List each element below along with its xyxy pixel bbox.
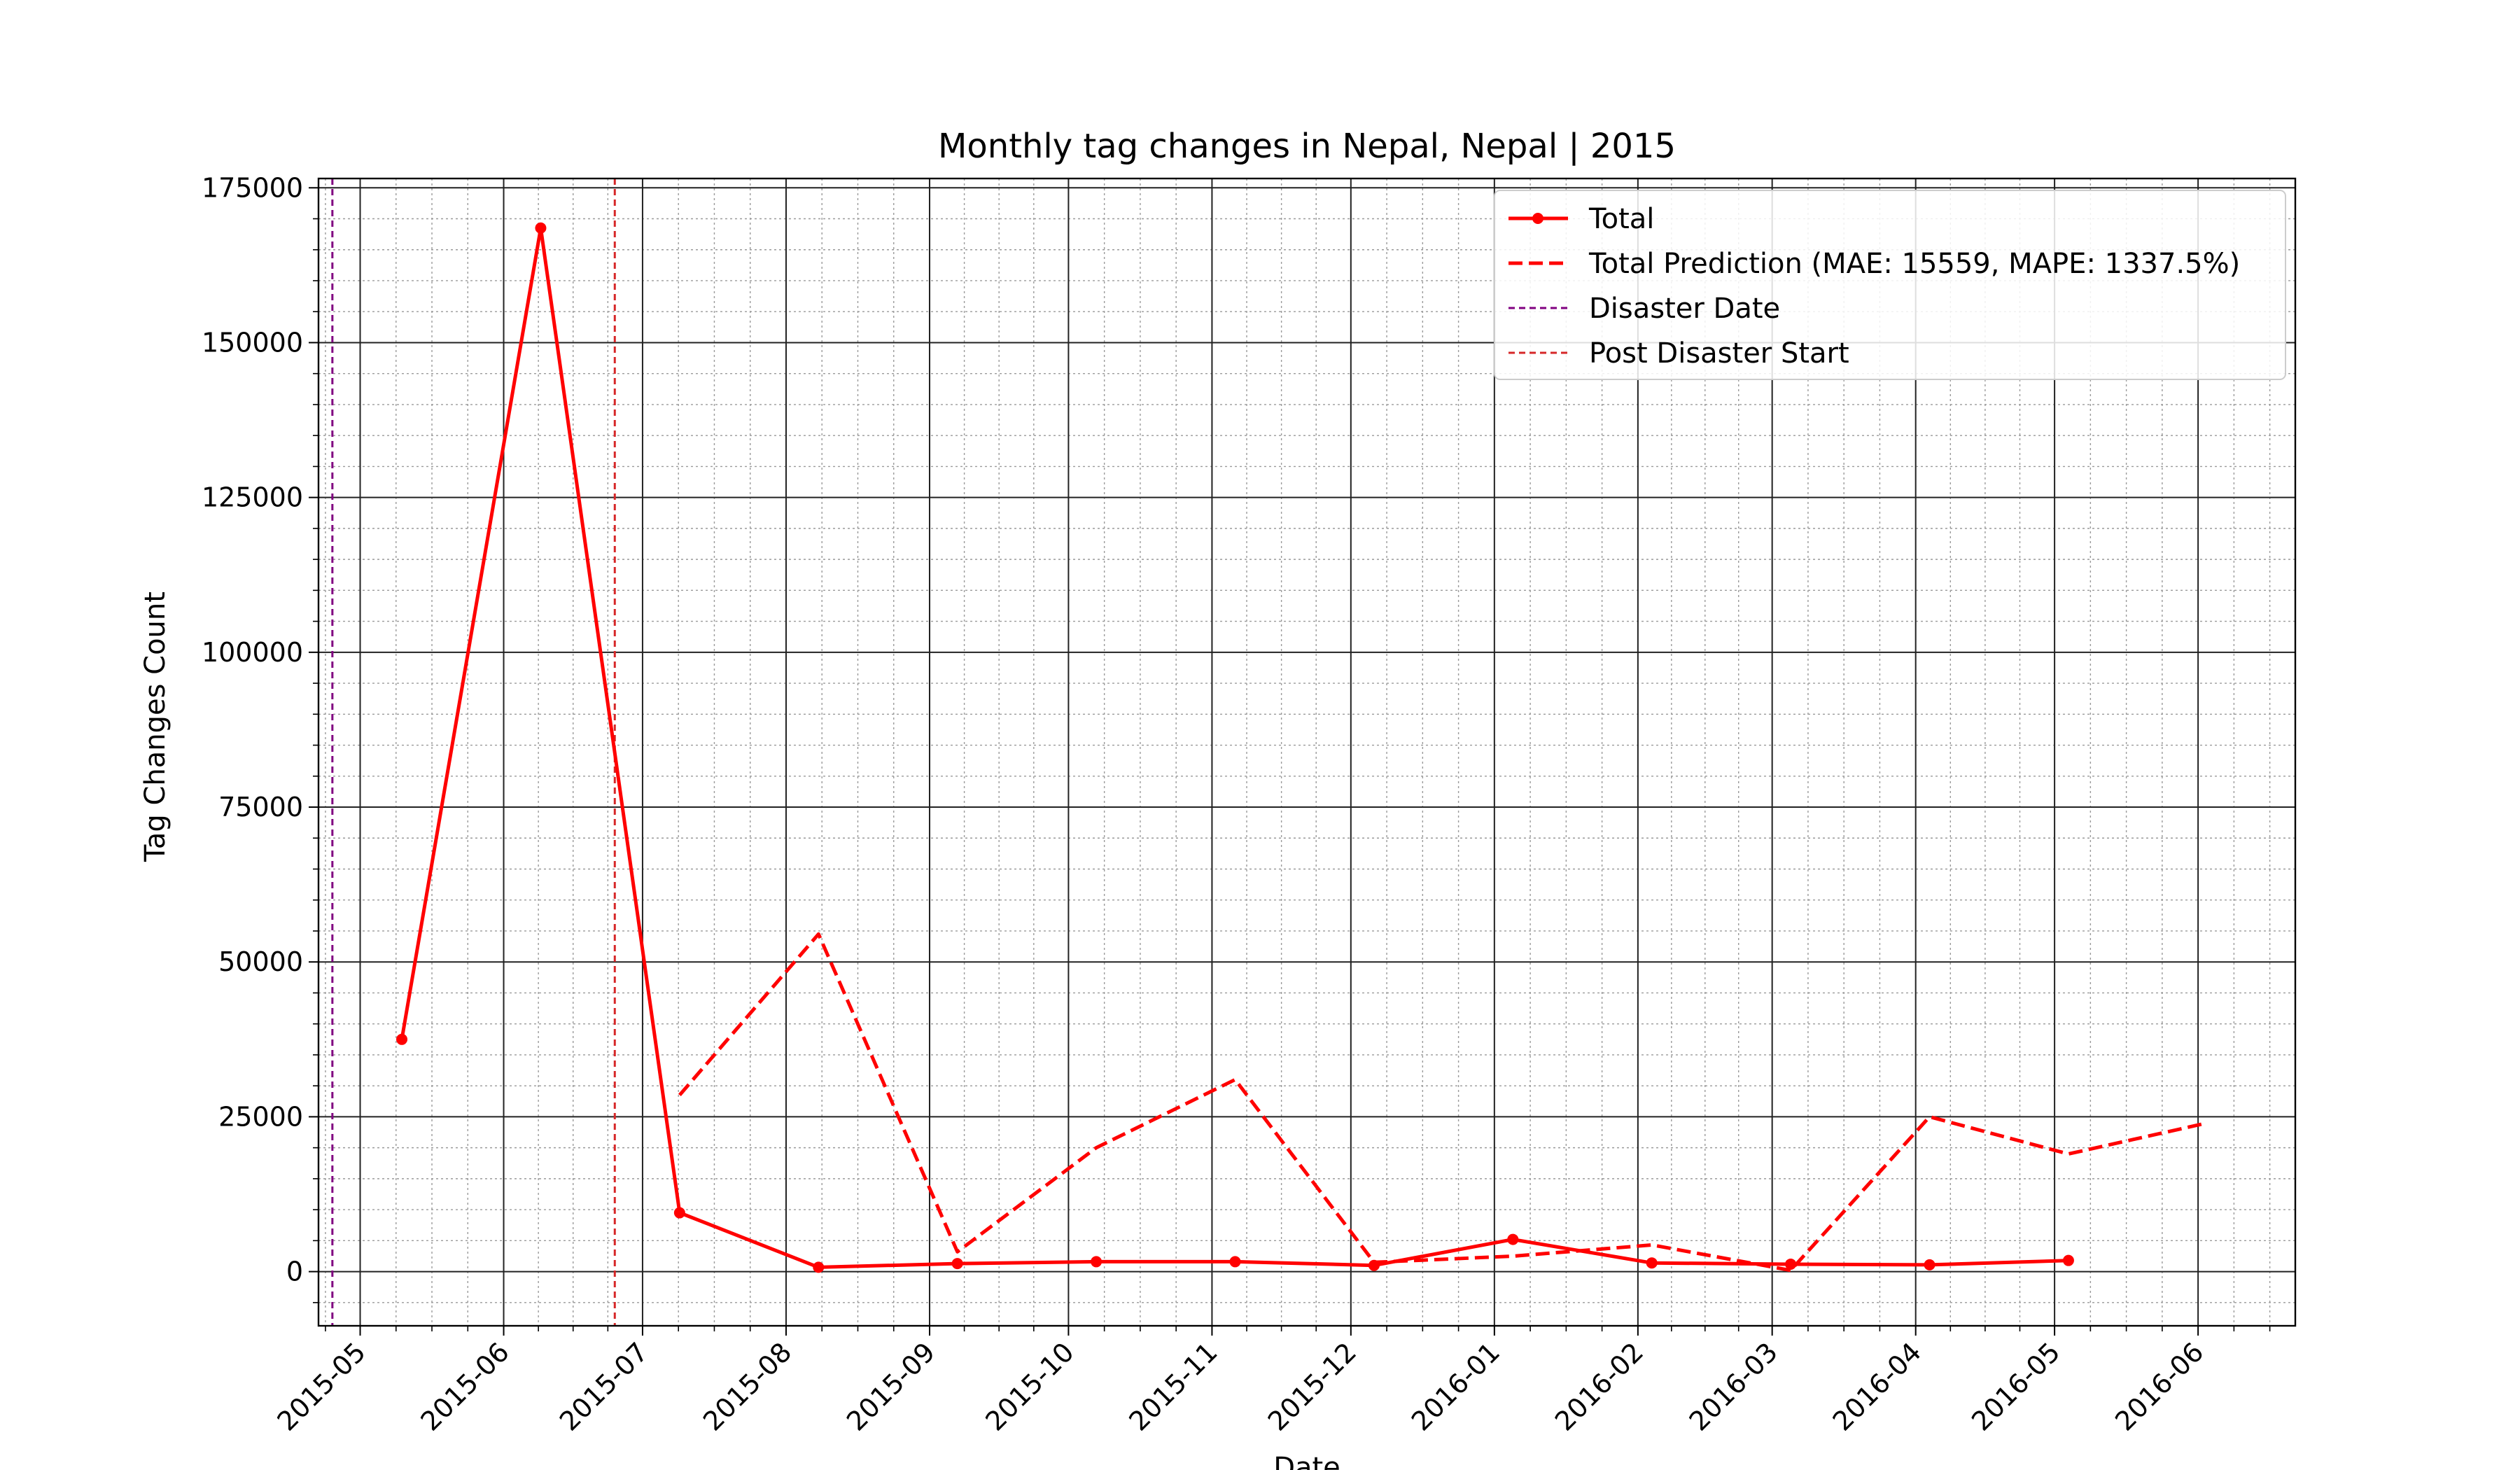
legend-label: Total Prediction (MAE: 15559, MAPE: 1337… [1588,248,2240,280]
reference-lines [331,178,616,1326]
total-data-point [673,1207,685,1219]
legend-label: Disaster Date [1589,293,1780,325]
total-data-point [1091,1256,1102,1268]
total-data-point [1646,1257,1658,1269]
total-data-point [1507,1233,1519,1245]
y-axis-title: Tag Changes Count [139,592,172,862]
y-tick-label: 50000 [218,946,303,977]
chart-title: Monthly tag changes in Nepal, Nepal | 20… [938,127,1676,166]
total-data-point [2062,1254,2074,1266]
legend-item-prediction: Total Prediction (MAE: 15559, MAPE: 1337… [1508,248,2240,280]
y-tick-label: 0 [286,1256,303,1287]
y-tick-label: 100000 [202,637,303,668]
legend-box [1494,190,2286,380]
x-axis-title: Date [1273,1452,1340,1470]
legend: Total Total Prediction (MAE: 15559, MAPE:… [1494,190,2286,380]
y-tick-label: 150000 [202,327,303,358]
legend-label: Total [1588,203,1654,235]
legend-item-total: Total [1508,203,1654,235]
total-data-point [396,1033,408,1045]
legend-marker [1532,213,1544,224]
series-lines [396,222,2208,1273]
y-tick-label: 75000 [218,792,303,822]
plot-frame [317,177,2297,1327]
total-data-point [535,222,547,234]
legend-item-disaster-date: Disaster Date [1508,293,1780,325]
y-tick-label: 125000 [202,482,303,513]
y-tick-label: 175000 [202,172,303,203]
total-data-point [813,1261,825,1273]
legend-item-post-disaster-start: Post Disaster Start [1508,337,1849,370]
legend-label: Post Disaster Start [1589,337,1849,370]
total-data-point [1229,1256,1241,1268]
total-data-point [1785,1258,1797,1270]
prediction-series-line [678,932,2208,1273]
y-tick-label: 25000 [218,1101,303,1132]
total-data-point [951,1258,963,1270]
total-data-point [1924,1259,1935,1270]
